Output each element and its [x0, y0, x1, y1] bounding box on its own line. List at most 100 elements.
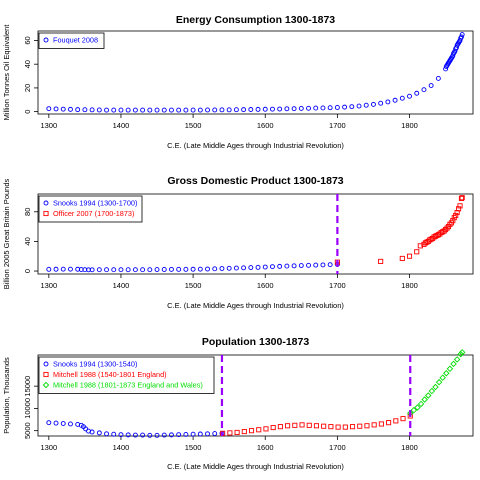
legend-marker — [43, 200, 49, 206]
data-point — [400, 416, 406, 422]
legend-entry: Fouquet 2008 — [53, 36, 98, 45]
legend: Snooks 1994 (1300-1540)Mitchell 1988 (15… — [38, 356, 215, 394]
data-point — [212, 107, 218, 113]
x-axis-label: C.E. (Late Middle Ages through Industria… — [167, 141, 344, 150]
data-point — [104, 107, 109, 113]
data-point — [459, 32, 465, 38]
data-point — [407, 93, 412, 99]
data-point — [299, 422, 305, 428]
data-point — [176, 266, 182, 272]
data-point — [284, 106, 290, 112]
data-point — [176, 107, 182, 113]
data-point — [169, 432, 174, 438]
y-tick-label: 0 — [23, 269, 32, 273]
data-point — [450, 218, 456, 224]
data-point — [422, 240, 428, 246]
data-point — [313, 262, 319, 268]
data-point — [356, 103, 362, 109]
data-point — [363, 102, 369, 108]
data-point — [169, 266, 174, 272]
data-point — [125, 107, 131, 113]
data-point — [262, 106, 268, 112]
data-point — [147, 107, 153, 113]
y-axis-label: Million Tonnes Oil Equivalent — [2, 24, 11, 121]
data-point — [342, 424, 348, 430]
data-point — [111, 267, 117, 273]
data-point — [190, 107, 196, 113]
data-point — [417, 243, 423, 249]
data-point — [428, 387, 436, 395]
data-point — [321, 423, 327, 429]
legend-marker — [43, 210, 49, 217]
x-tick-label: 1700 — [329, 281, 346, 290]
y-axis-label: Billion 2005 Great Britain Pounds — [2, 179, 11, 290]
data-point — [335, 424, 341, 430]
data-point — [399, 95, 405, 101]
data-point — [441, 228, 447, 234]
data-point — [104, 431, 109, 437]
data-point — [82, 107, 88, 113]
y-tick-label: 20 — [23, 84, 32, 92]
data-point — [459, 195, 465, 201]
data-point — [190, 431, 196, 437]
data-point — [176, 432, 182, 438]
data-point — [60, 421, 66, 426]
data-point — [458, 195, 465, 201]
legend-entry: Snooks 1994 (1300-1540) — [53, 360, 137, 369]
legend: Snooks 1994 (1300-1700)Officer 2007 (170… — [38, 195, 143, 223]
data-point — [313, 423, 320, 429]
data-point — [450, 360, 457, 368]
data-point — [306, 262, 311, 268]
data-point — [241, 265, 247, 271]
data-point — [212, 266, 218, 272]
y-tick-label: 40 — [23, 60, 32, 68]
data-point — [443, 227, 449, 233]
data-point — [306, 422, 312, 428]
chart-title: Gross Domestic Product 1300-1873 — [167, 175, 343, 187]
x-tick-label: 1300 — [40, 121, 57, 130]
y-tick-label: 15000 — [23, 376, 32, 397]
data-point — [111, 431, 117, 437]
legend-box — [38, 195, 143, 223]
legend-box — [38, 356, 215, 394]
data-point — [233, 107, 239, 113]
data-point — [439, 374, 446, 381]
data-point — [434, 232, 440, 239]
data-point — [414, 90, 420, 96]
data-point — [292, 422, 298, 428]
x-tick-label: 1800 — [401, 443, 418, 452]
data-point — [212, 431, 218, 437]
data-point — [364, 423, 370, 429]
data-point — [154, 267, 160, 273]
series-officer-2007-1700-1873 — [334, 195, 465, 265]
data-point — [111, 107, 117, 113]
data-point — [435, 75, 441, 81]
data-point — [459, 34, 464, 40]
data-point — [183, 431, 189, 437]
data-point — [458, 349, 466, 356]
data-point — [161, 432, 167, 438]
legend-marker — [43, 361, 49, 367]
data-point — [132, 107, 138, 113]
data-point — [89, 429, 95, 435]
legend-entry: Mitchell 1988 (1801-1873 England and Wal… — [53, 381, 203, 390]
data-point — [219, 266, 225, 271]
data-point — [453, 356, 461, 363]
data-point — [147, 267, 153, 273]
x-tick-label: 1300 — [40, 281, 57, 290]
x-tick-label: 1600 — [257, 281, 274, 290]
data-point — [118, 107, 124, 113]
legend-marker — [43, 37, 49, 43]
data-point — [183, 266, 189, 272]
data-point — [256, 427, 262, 433]
data-point — [68, 421, 73, 427]
data-point — [197, 266, 203, 272]
data-point — [277, 263, 283, 269]
data-point — [263, 426, 269, 432]
data-point — [241, 428, 247, 435]
data-point — [96, 107, 102, 113]
data-point — [226, 107, 232, 113]
data-point — [140, 107, 146, 113]
data-point — [313, 105, 319, 111]
